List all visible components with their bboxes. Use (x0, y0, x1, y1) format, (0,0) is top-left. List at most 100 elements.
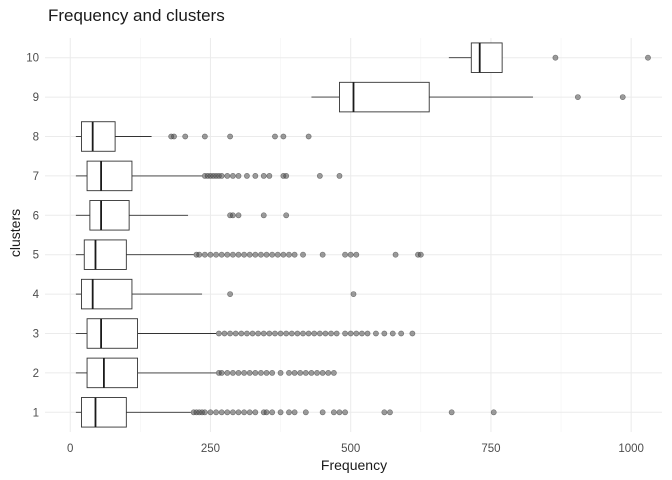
outlier-point (260, 212, 267, 219)
outlier-point (342, 330, 348, 337)
outlier-point (328, 330, 334, 337)
outlier-point (269, 409, 276, 416)
outlier-point (333, 330, 340, 337)
outlier-point (330, 409, 337, 416)
outlier-point (389, 330, 396, 337)
outlier-point (272, 133, 278, 140)
outlier-point (490, 409, 497, 416)
box-cluster-1 (75, 397, 191, 428)
outlier-point (215, 330, 222, 337)
outlier-point (319, 409, 326, 416)
outlier-point (196, 251, 203, 258)
outlier-point (241, 251, 248, 258)
outlier-point (232, 330, 239, 337)
x-tick-label: 500 (341, 443, 360, 455)
outlier-point (280, 133, 287, 140)
x-tick-label: 250 (201, 443, 220, 455)
outlier-point (252, 369, 259, 376)
outlier-point (230, 369, 236, 376)
outlier-point (302, 409, 309, 416)
outlier-point (347, 251, 354, 258)
outlier-point (218, 251, 225, 258)
outlier-point (305, 330, 312, 337)
outlier-point (227, 330, 233, 337)
outlier-point (373, 330, 379, 337)
outlier-point (207, 409, 214, 416)
outlier-point (246, 251, 253, 258)
box-cluster-3 (75, 318, 217, 349)
y-axis-title: clusters (7, 209, 23, 257)
outlier-point (235, 369, 242, 376)
outlier-point (227, 133, 233, 140)
outlier-point (330, 369, 337, 376)
outlier-point (417, 251, 424, 258)
outlier-point (319, 251, 326, 258)
x-tick-label: 0 (67, 443, 73, 455)
outlier-point (182, 133, 189, 140)
outlier-point (342, 409, 348, 416)
outlier-point (244, 172, 250, 179)
outlier-point (221, 330, 228, 337)
y-tick-label: 3 (33, 329, 39, 341)
box-cluster-7 (75, 160, 203, 192)
outlier-point (230, 251, 236, 258)
iqr-box (86, 160, 133, 192)
outlier-point (263, 251, 270, 258)
outlier-point (552, 54, 559, 61)
y-tick-label: 1 (33, 407, 39, 419)
outlier-point (260, 330, 267, 337)
outlier-point (255, 330, 262, 337)
outlier-point (300, 330, 306, 337)
outlier-point (286, 369, 292, 376)
outlier-point (619, 94, 626, 100)
outlier-point (302, 369, 309, 376)
outlier-point (213, 409, 219, 416)
outlier-point (381, 409, 388, 416)
outlier-point (266, 172, 273, 179)
outlier-point (224, 369, 231, 376)
outlier-point (246, 369, 253, 376)
outlier-point (286, 251, 292, 258)
outlier-point (297, 369, 304, 376)
iqr-box (339, 81, 430, 113)
y-tick-label: 8 (33, 132, 39, 144)
outlier-point (252, 172, 259, 179)
outlier-point (213, 251, 219, 258)
outlier-point (311, 330, 318, 337)
x-tick-label: 1000 (618, 443, 644, 455)
outlier-point (277, 330, 284, 337)
outlier-point (227, 291, 233, 297)
outlier-point (252, 251, 259, 258)
y-tick-label: 5 (33, 250, 39, 262)
outlier-point (266, 330, 273, 337)
outlier-point (235, 409, 242, 416)
outlier-point (291, 409, 298, 416)
outlier-point (274, 251, 281, 258)
y-tick-label: 6 (33, 210, 39, 222)
outlier-point (249, 330, 256, 337)
iqr-box (89, 200, 130, 231)
outlier-point (235, 212, 242, 219)
outlier-point (364, 330, 371, 337)
outlier-point (224, 251, 231, 258)
box-cluster-5 (75, 239, 194, 270)
iqr-box (86, 318, 139, 349)
outlier-point (230, 212, 236, 219)
outlier-point (398, 330, 405, 337)
outlier-point (258, 251, 264, 258)
outlier-point (246, 409, 253, 416)
outlier-point (305, 133, 312, 140)
outlier-point (244, 330, 250, 337)
outlier-point (258, 369, 264, 376)
y-tick-label: 4 (33, 289, 40, 301)
outlier-point (224, 172, 231, 179)
iqr-box (81, 278, 133, 310)
outlier-point (224, 409, 231, 416)
outlier-point (201, 133, 208, 140)
outlier-point (235, 172, 242, 179)
outlier-point (218, 369, 225, 376)
outlier-point (207, 251, 214, 258)
outlier-point (171, 133, 177, 140)
outlier-point (387, 409, 393, 416)
